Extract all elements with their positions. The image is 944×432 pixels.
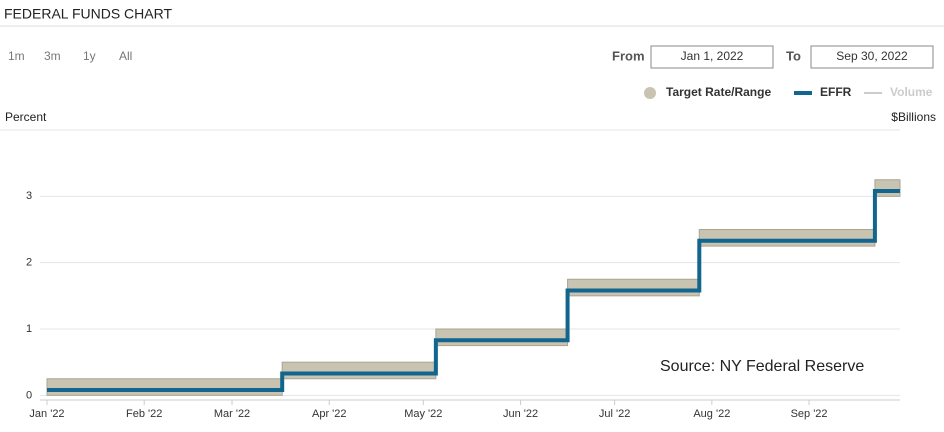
y-tick-label: 2 bbox=[26, 257, 32, 269]
from-value[interactable]: Jan 1, 2022 bbox=[681, 49, 744, 63]
target-range-band bbox=[46, 378, 283, 396]
from-label: From bbox=[612, 48, 645, 63]
y-tick-label: 3 bbox=[26, 190, 32, 202]
legend-label[interactable]: EFFR bbox=[820, 85, 852, 99]
x-tick-label: Mar '22 bbox=[214, 408, 250, 420]
target-range-band bbox=[567, 278, 700, 297]
target-range-band bbox=[874, 179, 901, 197]
x-tick-label: May '22 bbox=[404, 408, 442, 420]
y-tick-label: 1 bbox=[26, 323, 32, 335]
y2-axis-label: $Billions bbox=[891, 110, 936, 124]
x-tick-label: Sep '22 bbox=[791, 408, 828, 420]
target-range-band bbox=[281, 361, 437, 380]
legend-label[interactable]: Target Rate/Range bbox=[666, 85, 771, 99]
x-tick-label: Jun '22 bbox=[503, 408, 538, 420]
x-tick-label: Feb '22 bbox=[126, 408, 162, 420]
chart-title: FEDERAL FUNDS CHART bbox=[4, 6, 172, 22]
target-range-band bbox=[698, 229, 876, 247]
to-value[interactable]: Sep 30, 2022 bbox=[836, 49, 908, 63]
effr-line bbox=[47, 189, 900, 393]
range-button[interactable]: All bbox=[119, 49, 132, 63]
y-axis-label: Percent bbox=[5, 110, 47, 124]
to-label: To bbox=[786, 48, 801, 63]
range-button[interactable]: 1y bbox=[83, 49, 96, 63]
target-range-band bbox=[435, 328, 569, 347]
annotation: Source: NY Federal Reserve bbox=[660, 358, 864, 375]
to-input[interactable] bbox=[810, 45, 934, 69]
legend-label[interactable]: Volume bbox=[890, 85, 933, 99]
range-button[interactable]: 3m bbox=[44, 49, 61, 63]
x-tick-label: Jan '22 bbox=[29, 408, 64, 420]
y-tick-label: 0 bbox=[26, 389, 32, 401]
x-tick-label: Jul '22 bbox=[599, 408, 630, 420]
from-input[interactable] bbox=[650, 45, 774, 69]
x-tick-label: Apr '22 bbox=[312, 408, 347, 420]
x-tick-label: Aug '22 bbox=[693, 408, 730, 420]
range-button[interactable]: 1m bbox=[8, 49, 25, 63]
legend-swatch bbox=[644, 87, 656, 99]
